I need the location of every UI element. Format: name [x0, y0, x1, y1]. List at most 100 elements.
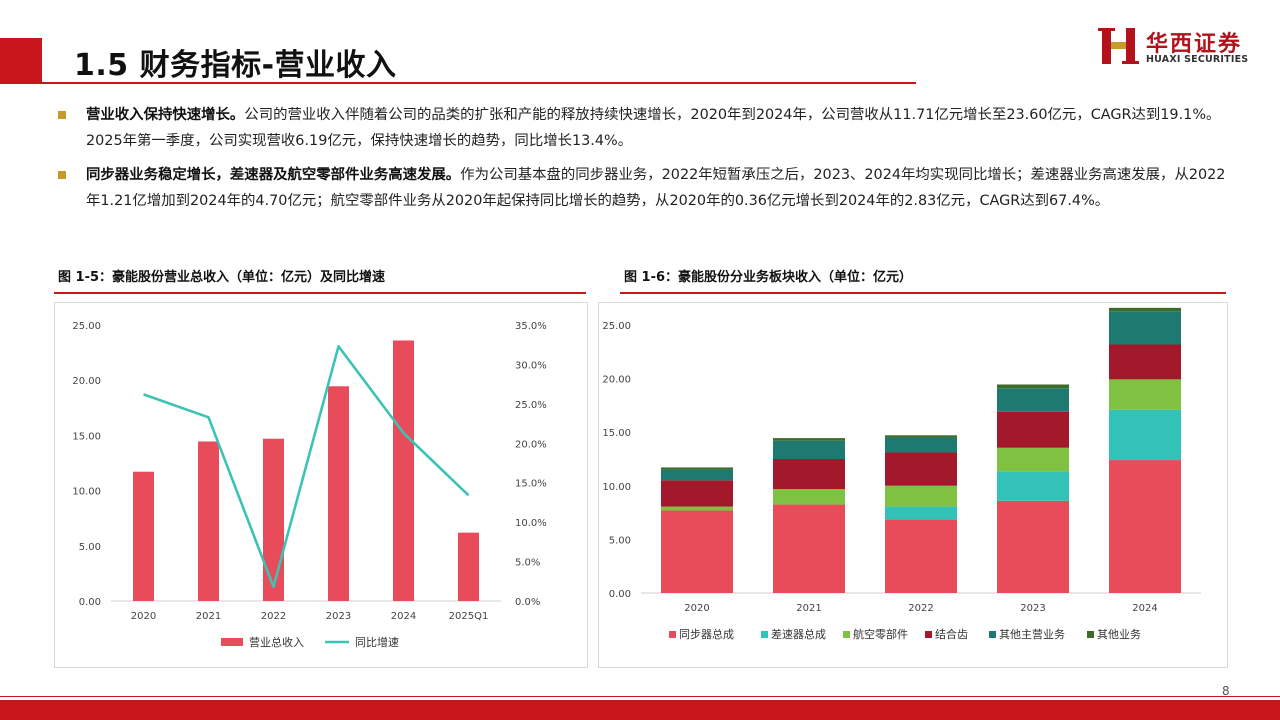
- stack-其他主营业务-2020: [661, 469, 733, 481]
- stack-结合齿-2021: [773, 459, 845, 490]
- footer-line: [0, 696, 1280, 697]
- stack-结合齿-2022: [885, 452, 957, 486]
- caption-rule-1: [54, 292, 586, 294]
- bar-2025Q1: [458, 532, 479, 601]
- x-tick-label: 2024: [391, 611, 416, 622]
- stack-差速器总成-2024: [1109, 409, 1181, 461]
- bar-2024: [393, 340, 414, 601]
- bullet-body: 作为公司基本盘的同步器业务，2022年短暂承压之后，2023、2024年均实现同…: [86, 167, 1226, 209]
- stack-差速器总成-2022: [885, 506, 957, 520]
- bullet-heading: 同步器业务稳定增长，差速器及航空零部件业务高速发展。: [86, 167, 461, 183]
- stack-其他主营业务-2022: [885, 437, 957, 453]
- stack-其他主营业务-2023: [997, 388, 1069, 412]
- caption-rule-2: [620, 292, 1226, 294]
- square-bullet-icon: [58, 171, 66, 179]
- stack-其他业务-2020: [661, 467, 733, 470]
- y2-tick-label: 35.0%: [515, 321, 547, 332]
- legend-label-revenue: 营业总收入: [249, 635, 304, 649]
- stack-其他业务-2021: [773, 438, 845, 441]
- stack-结合齿-2023: [997, 411, 1069, 448]
- stack-差速器总成-2023: [997, 471, 1069, 501]
- stack-航空零部件-2023: [997, 447, 1069, 472]
- huaxi-logo-icon: [1098, 28, 1139, 64]
- y2-tick-label: 20.0%: [515, 439, 547, 450]
- chart-segments-box: 0.00 5.00 10.00 15.00 20.00 25.00 2020 2021 2022…: [598, 302, 1228, 668]
- legend-label: 航空零部件: [853, 627, 908, 641]
- y-tick-label: 20.00: [602, 375, 631, 386]
- x-tick-label: 2024: [1132, 603, 1157, 614]
- legend-label: 同步器总成: [679, 627, 734, 641]
- x-tick-label: 2023: [326, 611, 351, 622]
- x-tick-label: 2022: [261, 611, 286, 622]
- y-tick-label: 20.00: [72, 376, 101, 387]
- stack-其他主营业务-2024: [1109, 311, 1181, 345]
- page-number: 8: [1222, 684, 1230, 698]
- chart-revenue: 0.00 5.00 10.00 15.00 20.00 25.00 0.0% 5.0% 10.0…: [72, 321, 547, 649]
- chart-segments: 0.00 5.00 10.00 15.00 20.00 25.00 2020 2021 2022…: [602, 307, 1201, 641]
- legend-label: 结合齿: [935, 627, 968, 641]
- legend-swatch: [843, 631, 850, 638]
- stack-同步器总成-2022: [885, 519, 957, 593]
- stack-其他主营业务-2021: [773, 440, 845, 459]
- y-tick-label: 15.00: [72, 431, 101, 442]
- y-tick-label: 0.00: [79, 597, 101, 608]
- y-tick-label: 15.00: [602, 428, 631, 439]
- x-tick-label: 2025Q1: [449, 611, 489, 622]
- legend-swatch: [761, 631, 768, 638]
- bullet-body: 公司的营业收入伴随着公司的品类的扩张和产能的释放持续快速增长，2020年到202…: [86, 107, 1221, 149]
- stack-结合齿-2024: [1109, 344, 1181, 380]
- page-title: 1.5 财务指标-营业收入: [74, 48, 397, 83]
- stack-航空零部件-2021: [773, 489, 845, 505]
- y-tick-label: 0.00: [609, 589, 631, 600]
- stack-其他业务-2022: [885, 435, 957, 438]
- bullet-heading: 营业收入保持快速增长。: [86, 107, 245, 123]
- x-tick-label: 2023: [1020, 603, 1045, 614]
- figure-caption-1: 图 1-5：豪能股份营业总收入（单位：亿元）及同比增速: [58, 270, 386, 285]
- legend-label: 其他主营业务: [999, 627, 1065, 641]
- x-tick-label: 2020: [684, 603, 709, 614]
- bullet-list: 营业收入保持快速增长。公司的营业收入伴随着公司的品类的扩张和产能的释放持续快速增…: [54, 102, 1234, 222]
- square-bullet-icon: [58, 111, 66, 119]
- y-tick-label: 10.00: [602, 482, 631, 493]
- bar-2020: [133, 471, 154, 601]
- chart-revenue-box: 0.00 5.00 10.00 15.00 20.00 25.00 0.0% 5.0% 10.0…: [54, 302, 588, 668]
- bullet-item-revenue: 营业收入保持快速增长。公司的营业收入伴随着公司的品类的扩张和产能的释放持续快速增…: [54, 102, 1234, 154]
- bar-2023: [328, 386, 349, 601]
- legend-label: 其他业务: [1097, 628, 1141, 641]
- stack-同步器总成-2021: [773, 504, 845, 593]
- x-tick-label: 2021: [196, 611, 221, 622]
- y-tick-label: 5.00: [79, 542, 101, 553]
- x-tick-label: 2022: [908, 603, 933, 614]
- bar-2022: [263, 438, 284, 601]
- stack-同步器总成-2020: [661, 510, 733, 593]
- legend-swatch: [669, 631, 676, 638]
- x-tick-label: 2020: [131, 611, 156, 622]
- legend-swatch: [925, 631, 932, 638]
- legend-swatch: [1087, 631, 1094, 638]
- footer-bar: [0, 700, 1280, 720]
- stack-航空零部件-2024: [1109, 379, 1181, 410]
- y-tick-label: 10.00: [72, 487, 101, 498]
- title-accent-bar: [0, 38, 42, 84]
- x-tick-label: 2021: [796, 603, 821, 614]
- logo-text-cn: 华西证券: [1146, 32, 1243, 57]
- figure-caption-2: 图 1-6：豪能股份分业务板块收入（单位：亿元）: [624, 270, 913, 285]
- y2-tick-label: 25.0%: [515, 400, 547, 411]
- y-tick-label: 25.00: [602, 321, 631, 332]
- y-tick-label: 5.00: [609, 535, 631, 546]
- legend-label-growth: 同比增速: [355, 635, 399, 649]
- stack-其他业务-2023: [997, 384, 1069, 389]
- y2-tick-label: 5.0%: [515, 558, 540, 569]
- stack-其他业务-2024: [1109, 307, 1181, 312]
- bullet-item-segments: 同步器业务稳定增长，差速器及航空零部件业务高速发展。作为公司基本盘的同步器业务，…: [54, 162, 1234, 214]
- y2-tick-label: 10.0%: [515, 518, 547, 529]
- y2-tick-label: 30.0%: [515, 360, 547, 371]
- legend-swatch-revenue: [221, 638, 243, 646]
- stack-同步器总成-2023: [997, 500, 1069, 593]
- stack-航空零部件-2020: [661, 506, 733, 511]
- stack-同步器总成-2024: [1109, 460, 1181, 593]
- logo-text-en: HUAXI SECURITIES: [1146, 54, 1249, 65]
- bar-2021: [198, 441, 219, 601]
- legend-swatch: [989, 631, 996, 638]
- stack-结合齿-2020: [661, 480, 733, 507]
